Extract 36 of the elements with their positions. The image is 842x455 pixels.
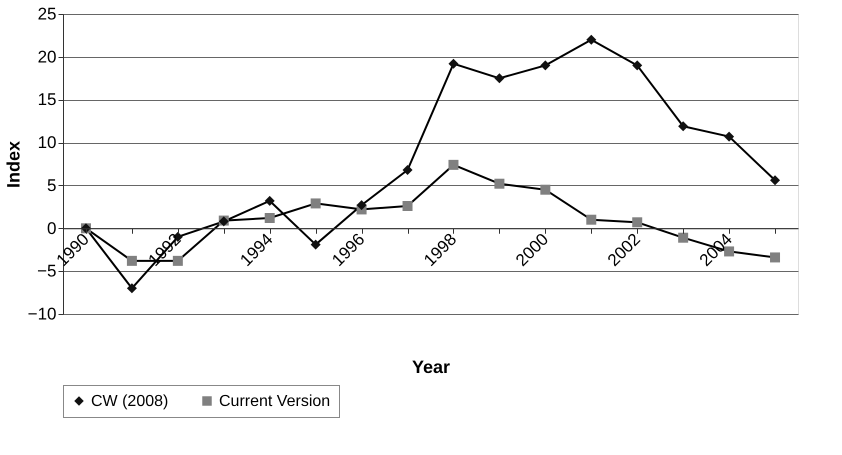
point: [770, 252, 780, 262]
point: [586, 34, 596, 45]
point: [678, 121, 688, 132]
legend-label: Current Version: [219, 393, 330, 410]
point: [310, 240, 321, 250]
y-tick-label: 15: [38, 90, 56, 110]
point: [448, 58, 458, 69]
point: [678, 232, 688, 243]
point: [448, 160, 458, 170]
point: [402, 201, 413, 211]
y-tick-label: 10: [38, 133, 56, 152]
point: [494, 73, 504, 84]
y-tick-label: 5: [47, 176, 56, 195]
y-tick-label: 0: [47, 218, 56, 238]
x-axis-title: Year: [412, 356, 450, 377]
point: [126, 256, 137, 266]
point: [586, 214, 596, 225]
point: [494, 178, 504, 189]
y-tick-label: 25: [38, 4, 56, 24]
point: [356, 200, 367, 210]
point: [126, 283, 137, 294]
point: [540, 184, 550, 195]
point: [402, 165, 413, 175]
y-tick-label: −5: [37, 262, 56, 281]
point: [264, 213, 275, 223]
point: [724, 132, 734, 142]
y-tick-label: 20: [38, 47, 56, 66]
point: [540, 60, 550, 70]
point: [310, 198, 321, 208]
point: [632, 60, 642, 70]
y-axis-title: Index: [4, 140, 24, 188]
point: [770, 175, 780, 186]
point: [264, 196, 275, 206]
legend-label: CW (2008): [91, 393, 168, 410]
y-tick-label: −10: [28, 304, 56, 324]
point: [632, 217, 642, 228]
